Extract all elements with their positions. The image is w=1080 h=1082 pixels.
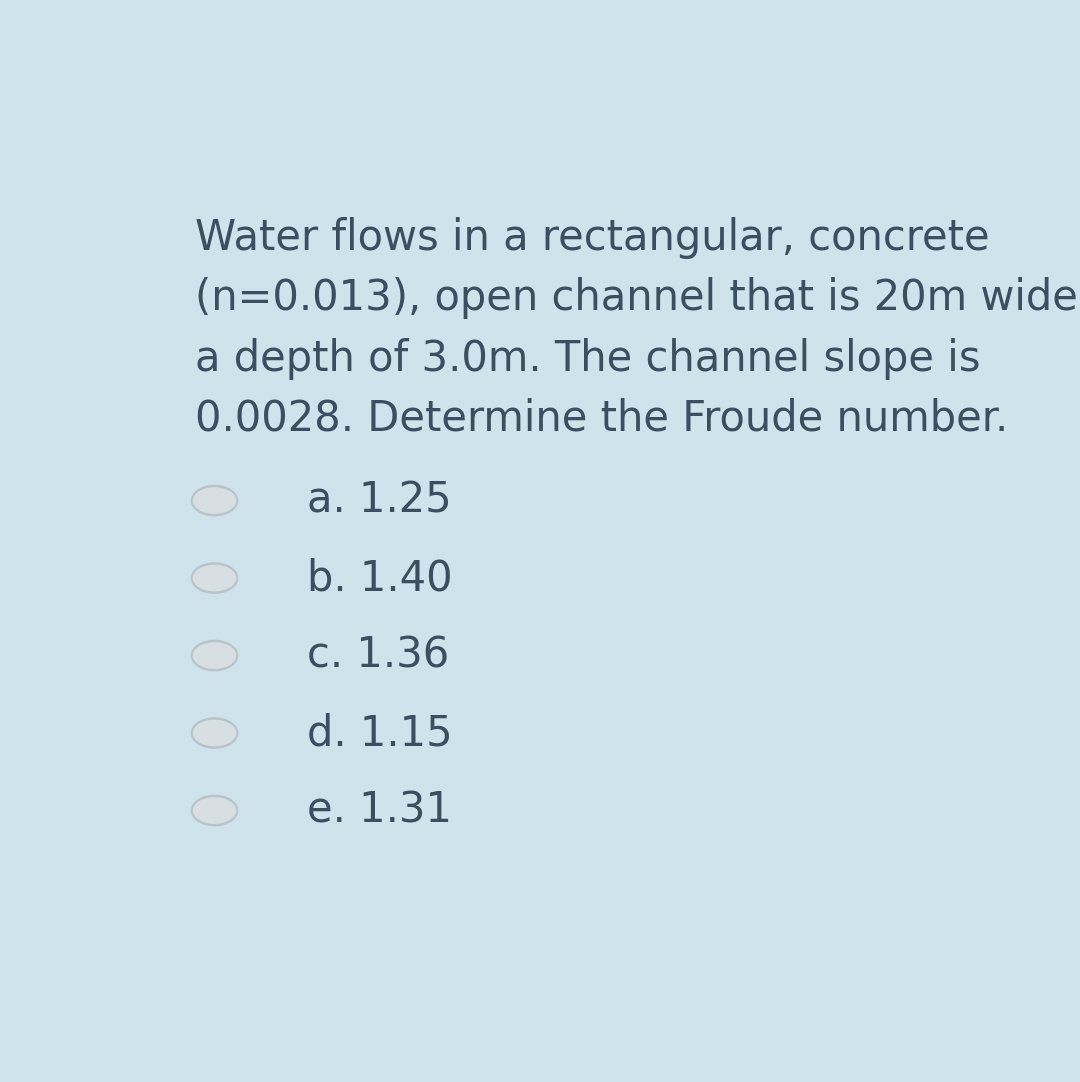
Ellipse shape: [191, 485, 239, 516]
Ellipse shape: [191, 794, 239, 827]
Ellipse shape: [191, 639, 239, 671]
Text: d. 1.15: d. 1.15: [307, 712, 453, 754]
Text: Water flows in a rectangular, concrete
(n=0.013), open channel that is 20m wide,: Water flows in a rectangular, concrete (…: [195, 217, 1080, 439]
Ellipse shape: [192, 565, 237, 592]
Text: e. 1.31: e. 1.31: [307, 790, 451, 831]
Ellipse shape: [192, 643, 237, 669]
Ellipse shape: [191, 563, 239, 594]
Ellipse shape: [192, 720, 237, 747]
Text: c. 1.36: c. 1.36: [307, 634, 449, 676]
Ellipse shape: [192, 797, 237, 823]
Text: b. 1.40: b. 1.40: [307, 557, 453, 599]
Text: a. 1.25: a. 1.25: [307, 479, 451, 522]
FancyBboxPatch shape: [122, 117, 985, 976]
Ellipse shape: [191, 717, 239, 749]
Ellipse shape: [192, 487, 237, 514]
